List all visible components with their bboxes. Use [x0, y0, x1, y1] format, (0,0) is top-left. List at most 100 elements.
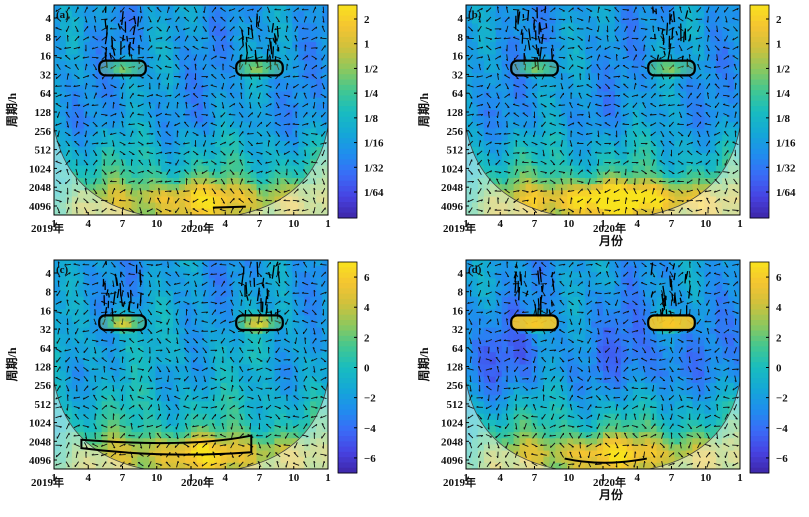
colorbar-tick-label: 1/64: [364, 187, 384, 199]
colorbar-tick-label: 1: [776, 39, 782, 51]
x-tick-label: 7: [120, 218, 126, 230]
y-tick-label: 4: [458, 268, 464, 280]
y-tick-label: 1024: [441, 418, 464, 430]
phase-arrows: [55, 261, 327, 468]
colorbar-tick-label: 2: [776, 332, 782, 344]
y-tick-label: 128: [447, 107, 464, 119]
y-tick-label: 256: [447, 380, 464, 392]
y-axis-title: 周期/h: [4, 347, 19, 381]
y-tick-label: 4: [46, 13, 52, 25]
x-tick-label: 10: [151, 218, 163, 230]
y-tick-label: 16: [452, 305, 464, 317]
y-tick-label: 4: [458, 13, 464, 25]
significance-contour: [564, 457, 648, 464]
y-tick-label: 512: [447, 145, 464, 157]
dense-phase-arrows: [515, 6, 692, 71]
colorbar-tick-label: 0: [364, 363, 370, 375]
panel-label: (b): [468, 9, 482, 21]
cone-of-influence: [466, 126, 740, 215]
panel-label: (d): [468, 264, 482, 276]
x-tick-label: 4: [223, 218, 229, 230]
y-tick-label: 128: [447, 362, 464, 374]
y-tick-label: 4: [46, 268, 52, 280]
chart-panel-a: (a) 4 8 16 32 64 128 256 512 1024 2048 4096 1 4 7 10 1 4 7…: [4, 4, 384, 235]
y-tick-label: 512: [35, 145, 52, 157]
y-tick-label: 32: [452, 69, 464, 81]
phase-arrows: [467, 261, 739, 468]
x-tick-label: 1: [51, 472, 57, 484]
y-tick-label: 256: [35, 126, 52, 138]
y-tick-label: 8: [46, 287, 52, 299]
x-tick-label: 1: [188, 472, 194, 484]
chart-panel-b: (b) 4 8 16 32 64 128 256 512 1024 2048 4096 1 4 7 10 1 4 7…: [416, 4, 796, 248]
y-tick-label: 2048: [441, 182, 464, 194]
dense-phase-arrows: [104, 6, 280, 70]
colorbar-tick-label: 4: [364, 302, 370, 314]
x-tick-label: 4: [498, 218, 504, 230]
year-label: 2020年: [181, 475, 214, 489]
significance-contour: [98, 314, 147, 332]
y-tick-label: 64: [40, 343, 52, 355]
x-tick-label: 1: [188, 218, 194, 230]
colorbar-tick-label: 1/16: [776, 138, 796, 150]
x-tick-label: 7: [257, 472, 263, 484]
y-tick-label: 16: [40, 51, 52, 63]
colorbar-tick-label: −6: [776, 453, 788, 465]
x-tick-label: 1: [463, 218, 469, 230]
x-tick-label: 4: [86, 472, 92, 484]
significance-contour: [98, 59, 147, 77]
colorbar-tick-label: −2: [776, 393, 788, 405]
x-tick-label: 10: [563, 472, 575, 484]
x-tick-label: 7: [120, 472, 126, 484]
colorbar-tick-label: −4: [776, 423, 788, 435]
significance-contour: [647, 314, 696, 332]
x-tick-label: 10: [700, 218, 712, 230]
x-tick-label: 7: [669, 218, 675, 230]
y-tick-label: 256: [447, 126, 464, 138]
x-tick-label: 4: [635, 472, 641, 484]
significance-contour: [510, 314, 559, 332]
colorbar-tick-label: 2: [364, 14, 370, 26]
x-tick-label: 10: [288, 218, 300, 230]
x-tick-label: 1: [325, 218, 331, 230]
colorbar-tick-label: 1/8: [776, 113, 791, 125]
colorbar-tick-label: 1/16: [364, 138, 384, 150]
y-tick-label: 32: [40, 69, 52, 81]
dense-phase-arrows: [102, 260, 281, 325]
y-tick-label: 512: [447, 399, 464, 411]
y-tick-label: 2048: [441, 436, 464, 448]
colorbar-tick-label: 0: [776, 363, 782, 375]
y-tick-label: 512: [35, 399, 52, 411]
x-tick-label: 1: [325, 472, 331, 484]
heatmap-plot: [54, 260, 328, 469]
y-tick-label: 32: [452, 324, 464, 336]
x-tick-label: 10: [563, 218, 575, 230]
x-tick-label: 4: [635, 218, 641, 230]
y-tick-label: 16: [40, 305, 52, 317]
x-tick-label: 10: [700, 472, 712, 484]
colorbar-tick-label: 6: [364, 272, 370, 284]
significance-contour: [212, 205, 246, 209]
x-axis-title: 月份: [598, 233, 624, 248]
colorbar-tick-label: 1/4: [776, 88, 791, 100]
year-label: 2019年: [443, 221, 476, 235]
x-tick-label: 1: [737, 472, 743, 484]
colorbar: 2 1 1/2 1/4 1/8 1/16 1/32 1/64: [337, 4, 384, 219]
panel-label: (a): [56, 9, 69, 21]
colorbar-tick-label: 1/8: [364, 113, 379, 125]
y-tick-label: 256: [35, 380, 52, 392]
x-tick-label: 7: [669, 472, 675, 484]
panel-label: (c): [56, 264, 69, 276]
heatmap-plot: [466, 260, 740, 469]
y-tick-label: 4096: [29, 201, 52, 213]
y-tick-label: 128: [35, 107, 52, 119]
y-tick-label: 8: [458, 32, 464, 44]
year-label: 2019年: [31, 475, 64, 489]
colorbar-tick-label: 1/64: [776, 187, 796, 199]
year-label: 2020年: [181, 221, 214, 235]
x-tick-label: 4: [86, 218, 92, 230]
colorbar-tick-label: −4: [364, 423, 376, 435]
x-tick-label: 4: [498, 472, 504, 484]
